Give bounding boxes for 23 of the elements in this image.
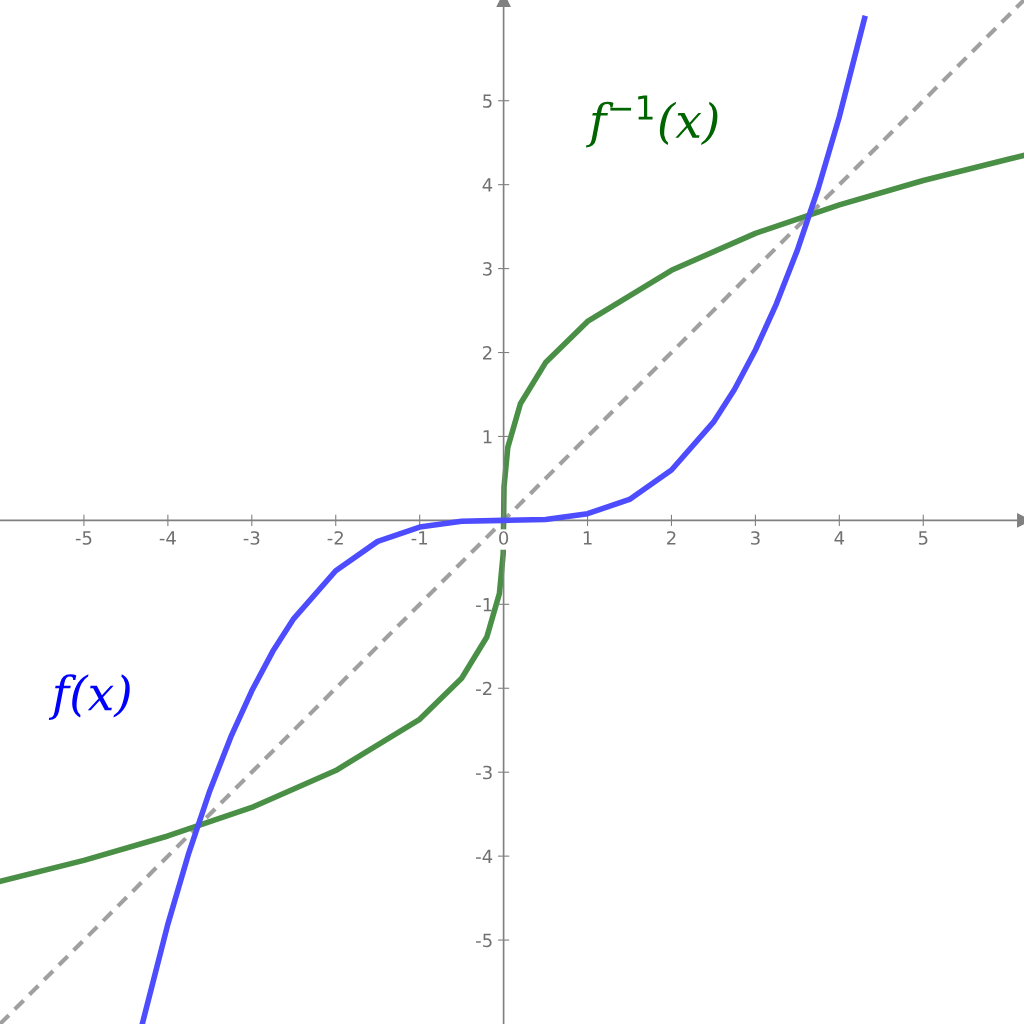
text: f(x) bbox=[48, 674, 130, 721]
y-tick-label: -2 bbox=[476, 681, 492, 696]
x-tick-label: 3 bbox=[751, 531, 760, 545]
series-label: f$^{−1}$(x) bbox=[586, 95, 718, 148]
y-tick-label: 5 bbox=[483, 94, 492, 108]
y-tick-label: -3 bbox=[476, 765, 492, 780]
x-tick-label: -1 bbox=[411, 531, 428, 545]
y-tick-label: -5 bbox=[476, 933, 492, 948]
y-tick-label: -4 bbox=[476, 849, 493, 863]
x-tick-label: 5 bbox=[918, 531, 928, 545]
y-tick-label: 2 bbox=[483, 345, 492, 360]
y-tick-label: 1 bbox=[483, 430, 492, 444]
x-tick-label: -4 bbox=[159, 531, 176, 545]
x-tick-label: -3 bbox=[243, 531, 260, 545]
x-tick-label: -5 bbox=[75, 531, 92, 545]
x-tick-label: 0 bbox=[499, 531, 509, 545]
y-tick-label: 3 bbox=[483, 262, 492, 276]
x-tick-label: 4 bbox=[834, 531, 845, 545]
x-tick-label: -2 bbox=[327, 531, 343, 545]
y-tick-label: -1 bbox=[476, 598, 492, 612]
y-tick-label: 4 bbox=[482, 178, 493, 192]
x-tick-label: 2 bbox=[667, 531, 676, 545]
x-tick-label: 1 bbox=[583, 531, 592, 545]
